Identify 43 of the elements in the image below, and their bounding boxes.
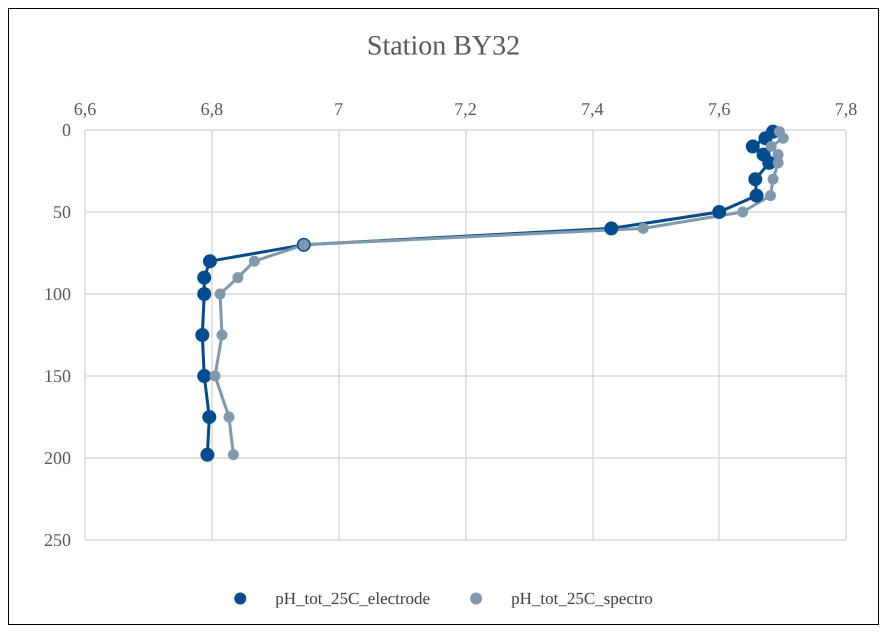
point [638,222,649,234]
x-tick-label: 6,8 [200,99,224,119]
point [750,188,764,203]
point [214,288,226,300]
point [200,448,214,462]
y-tick-label: 100 [44,284,71,304]
legend-label: pH_tot_25C_spectro [511,589,653,608]
point [766,140,777,152]
point [202,254,217,268]
point [232,272,244,284]
y-tick-label: 250 [44,530,71,550]
point [223,412,234,422]
point [248,256,260,267]
y-tick-label: 50 [53,202,71,222]
point [778,132,789,144]
point [604,221,618,236]
point [210,370,221,382]
point [737,206,748,218]
y-tick-label: 150 [44,366,71,386]
point [765,190,776,202]
point [768,174,779,185]
x-tick-label: 6,6 [74,99,96,119]
point [748,172,762,186]
legend-label: pH_tot_25C_electrode [275,589,430,608]
chart-title: Station BY32 [366,30,520,62]
point [712,205,726,219]
point [197,270,212,285]
point [216,330,228,340]
x-tick-label: 7,4 [581,99,604,119]
point [195,328,210,342]
point [197,369,212,383]
y-tick-label: 200 [44,448,71,468]
x-tick-label: 7,2 [454,99,477,119]
point [228,449,239,460]
x-tick-label: 7,8 [834,99,858,119]
point [772,157,784,168]
point [758,131,772,146]
point [746,139,760,154]
x-tick-label: 7 [334,99,344,119]
point [202,410,216,424]
point [197,287,212,301]
x-tick-label: 7,6 [708,99,730,119]
y-tick-label: 0 [62,120,71,140]
